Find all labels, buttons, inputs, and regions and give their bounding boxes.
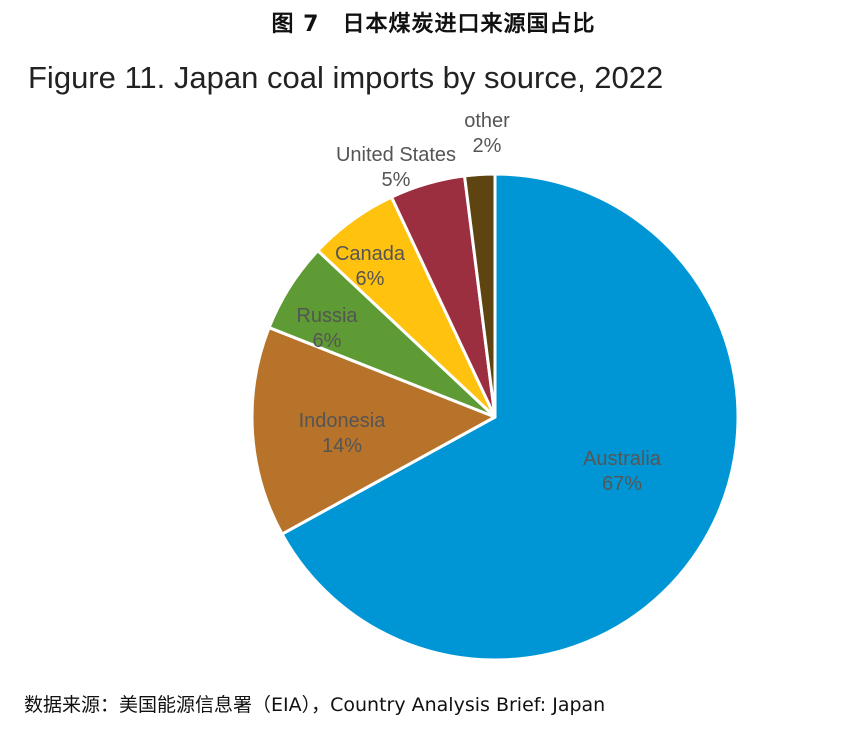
figure-caption: 图 7 日本煤炭进口来源国占比	[271, 12, 596, 37]
slice-value-united-states: 5%	[382, 169, 411, 191]
slice-value-australia: 67%	[602, 473, 642, 495]
slice-label-united-states: United States	[336, 144, 456, 166]
slice-label-russia: Russia	[296, 305, 358, 327]
slice-value-russia: 6%	[313, 330, 342, 352]
pie-slice-australia	[280, 172, 740, 662]
pie-slice-indonesia	[250, 326, 497, 536]
slice-value-canada: 6%	[356, 268, 385, 290]
pie-slice-other	[463, 172, 497, 419]
slice-label-canada: Canada	[335, 243, 406, 265]
slice-label-australia: Australia	[583, 448, 662, 470]
slice-label-indonesia: Indonesia	[299, 410, 387, 432]
slice-value-indonesia: 14%	[322, 435, 362, 457]
chart-title: Figure 11. Japan coal imports by source,…	[28, 60, 664, 95]
slice-label-other: other	[464, 110, 510, 132]
slice-value-other: 2%	[473, 135, 502, 157]
source-note: 数据来源：美国能源信息署（EIA），Country Analysis Brief…	[24, 694, 606, 716]
